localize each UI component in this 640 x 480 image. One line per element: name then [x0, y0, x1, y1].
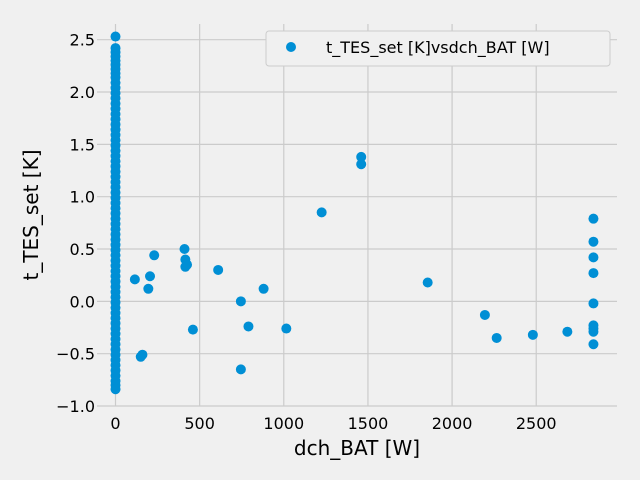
data-point	[258, 283, 269, 294]
data-point	[356, 159, 367, 170]
data-point	[145, 271, 156, 282]
data-point	[110, 31, 121, 42]
x-tick-label: 1000	[263, 414, 304, 433]
x-tick-label: 0	[110, 414, 120, 433]
data-point	[588, 326, 599, 337]
x-axis-label: dch_BAT [W]	[294, 436, 420, 460]
data-point	[235, 296, 246, 307]
data-point	[588, 252, 599, 263]
y-axis-label: t_TES_set [K]	[19, 149, 43, 280]
y-tick-label: −0.5	[56, 345, 95, 364]
data-point	[187, 324, 198, 335]
data-point	[588, 268, 599, 279]
data-point	[243, 321, 254, 332]
y-tick-label: −1.0	[56, 397, 95, 416]
data-point	[422, 277, 433, 288]
legend-box	[265, 30, 611, 67]
data-point	[179, 244, 190, 255]
data-point	[281, 323, 292, 334]
data-point	[491, 332, 502, 343]
data-points	[110, 31, 599, 395]
legend-marker	[286, 42, 296, 52]
y-tick-label: 0.0	[70, 292, 95, 311]
x-tick-label: 2000	[432, 414, 473, 433]
data-point	[213, 264, 224, 275]
data-point	[588, 213, 599, 224]
data-point	[527, 329, 538, 340]
data-point	[588, 339, 599, 350]
data-point	[588, 298, 599, 309]
data-point	[129, 274, 140, 285]
x-tick-labels: 0 500 1000 1500 2000 2500	[110, 414, 556, 433]
y-tick-labels: −1.0 −0.5 0.0 0.5 1.0 1.5 2.0 2.5	[56, 31, 95, 416]
y-tick-label: 2.5	[70, 31, 95, 50]
data-point	[235, 364, 246, 375]
data-point	[149, 250, 160, 261]
data-point	[110, 384, 121, 395]
legend: t_TES_set [K]vsdch_BAT [W]	[265, 30, 611, 67]
data-point	[562, 326, 573, 337]
data-point	[479, 309, 490, 320]
data-point	[316, 207, 327, 218]
data-point	[182, 259, 193, 270]
data-point	[143, 283, 154, 294]
x-tick-label: 2500	[516, 414, 557, 433]
y-tick-label: 2.0	[70, 83, 95, 102]
data-point	[588, 236, 599, 247]
data-point	[356, 151, 367, 162]
y-tick-label: 1.5	[70, 135, 95, 154]
data-point	[137, 349, 148, 360]
legend-label: t_TES_set [K]vsdch_BAT [W]	[326, 38, 550, 58]
x-tick-label: 1500	[348, 414, 389, 433]
x-tick-label: 500	[184, 414, 215, 433]
y-tick-label: 1.0	[70, 188, 95, 207]
plot-area	[97, 24, 617, 406]
y-tick-label: 0.5	[70, 240, 95, 259]
